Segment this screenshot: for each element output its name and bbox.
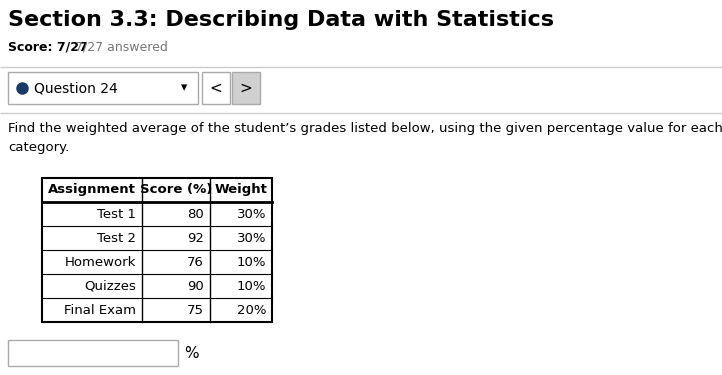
Text: 76: 76 — [187, 255, 204, 268]
Text: Section 3.3: Describing Data with Statistics: Section 3.3: Describing Data with Statis… — [8, 10, 554, 30]
Text: 80: 80 — [187, 207, 204, 220]
Text: 20%: 20% — [237, 303, 266, 316]
FancyBboxPatch shape — [232, 72, 260, 104]
Text: >: > — [240, 81, 253, 96]
Text: Score: 7/27: Score: 7/27 — [8, 40, 88, 53]
Text: 10%: 10% — [237, 279, 266, 292]
Text: 10%: 10% — [237, 255, 266, 268]
Text: Quizzes: Quizzes — [84, 279, 136, 292]
Text: ▾: ▾ — [181, 81, 187, 94]
Text: Assignment: Assignment — [48, 183, 136, 196]
Text: 7/27 answered: 7/27 answered — [75, 40, 168, 53]
Text: Test 1: Test 1 — [97, 207, 136, 220]
Text: 92: 92 — [187, 231, 204, 244]
FancyBboxPatch shape — [202, 72, 230, 104]
Text: 90: 90 — [187, 279, 204, 292]
Text: Test 2: Test 2 — [97, 231, 136, 244]
Bar — [42, 178, 272, 322]
Text: 30%: 30% — [237, 207, 266, 220]
Text: 75: 75 — [187, 303, 204, 316]
Bar — [8, 340, 178, 366]
Text: <: < — [209, 81, 222, 96]
Text: 30%: 30% — [237, 231, 266, 244]
Text: Question 24: Question 24 — [34, 81, 118, 95]
Text: Find the weighted average of the student’s grades listed below, using the given : Find the weighted average of the student… — [8, 122, 722, 154]
Text: Score (%): Score (%) — [140, 183, 212, 196]
Text: Weight: Weight — [214, 183, 267, 196]
FancyBboxPatch shape — [8, 72, 198, 104]
Text: Final Exam: Final Exam — [64, 303, 136, 316]
Text: %: % — [184, 345, 199, 360]
Text: Homework: Homework — [65, 255, 136, 268]
